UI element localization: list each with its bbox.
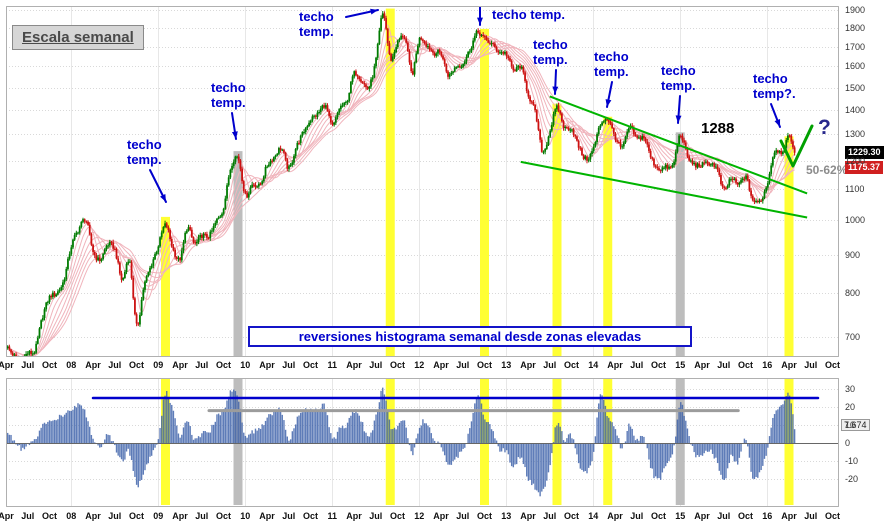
price-and-histogram-chart-canvas[interactable] — [0, 0, 891, 525]
trading-chart-window: Escala semanal reversiones histograma se… — [0, 0, 891, 525]
